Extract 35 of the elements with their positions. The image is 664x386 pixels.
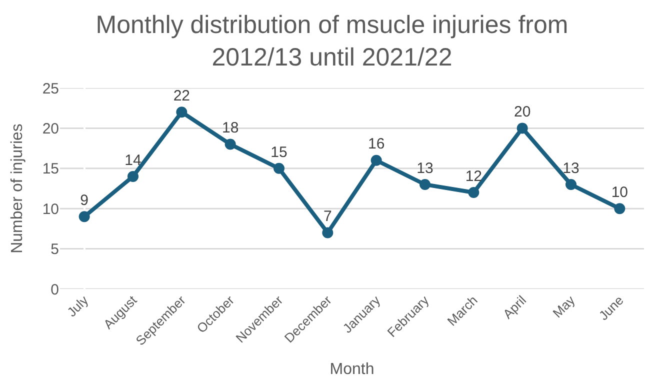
point [128,170,138,182]
data-label: 15 [270,144,288,161]
data-label: 16 [368,136,385,153]
x-axis-title: Month [330,360,374,378]
y-tick-label: 10 [42,200,59,218]
y-tick-label: 20 [42,120,59,138]
y-tick-label: 5 [50,241,59,258]
data-label: 7 [324,208,332,226]
data-label: 14 [124,152,142,169]
point [78,211,90,222]
point [516,122,528,134]
point [274,162,284,174]
data-label: 22 [173,87,190,104]
y-tick-label: 0 [50,281,59,298]
data-label: 13 [562,160,580,177]
x-tick-label: July [64,292,92,320]
point [370,154,382,166]
point [420,178,430,190]
point [176,106,188,118]
chart-title: Monthly distribution of msucle injuries from 2012/13 until 2021/22 [96,10,568,72]
y-tick-label: 25 [42,80,59,98]
data-label: 18 [222,120,239,137]
point [614,203,626,214]
point [322,227,334,238]
data-label: 13 [416,160,434,177]
data-label: 20 [514,104,531,121]
y-tick-label: 15 [42,160,59,178]
point [566,178,576,190]
data-label: 9 [80,192,88,210]
y-axis-title: Number of injuries [9,124,26,254]
point [224,138,236,150]
point [468,187,480,198]
data-label: 12 [465,168,482,185]
x-tick-label: May [550,292,578,321]
data-label: 10 [611,184,628,201]
